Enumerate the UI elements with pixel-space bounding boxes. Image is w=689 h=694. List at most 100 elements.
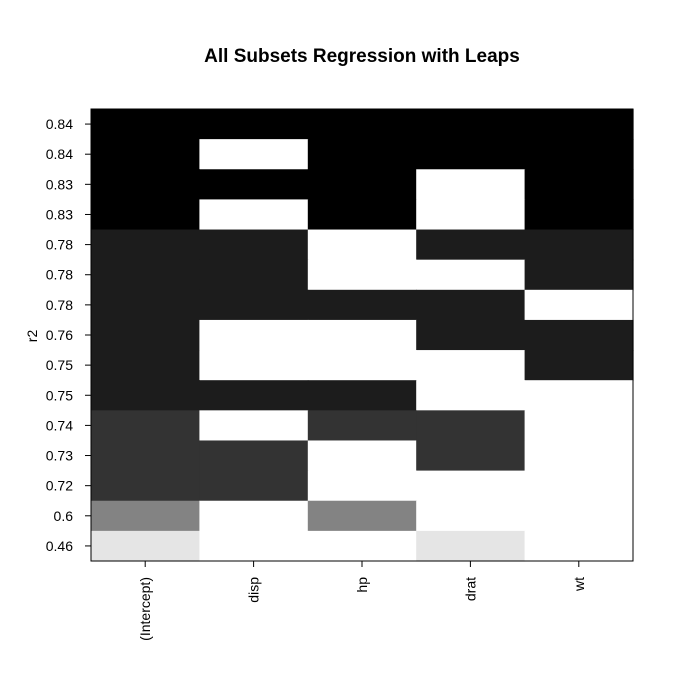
y-tick-label: 0.75 bbox=[46, 357, 73, 373]
y-tick-label: 0.73 bbox=[46, 448, 73, 464]
heatmap-cell-r6-disp bbox=[199, 289, 309, 321]
y-tick-label: 0.83 bbox=[46, 206, 73, 222]
heatmap-cell-r9-disp bbox=[199, 380, 309, 411]
heatmap-cell-r14-disp bbox=[199, 530, 309, 562]
heatmap-cell-r8-drat bbox=[416, 350, 526, 381]
heatmap-cell-r3-intercept bbox=[91, 199, 200, 231]
heatmap-cell-r6-intercept bbox=[91, 289, 200, 321]
heatmap-cell-r11-drat bbox=[416, 440, 526, 472]
heatmap-cell-r12-drat bbox=[416, 470, 526, 502]
heatmap-cell-r9-wt bbox=[524, 380, 634, 411]
heatmap-cell-r2-drat bbox=[416, 169, 526, 200]
heatmap-cell-r13-drat bbox=[416, 500, 526, 532]
chart-title: All Subsets Regression with Leaps bbox=[204, 46, 520, 67]
heatmap-cell-r13-disp bbox=[199, 500, 309, 532]
heatmap-cell-r0-drat bbox=[416, 109, 526, 140]
y-tick-label: 0.6 bbox=[54, 508, 74, 524]
heatmap-cell-r3-disp bbox=[199, 199, 309, 231]
heatmap-cell-r1-disp bbox=[199, 139, 309, 170]
heatmap-cell-r0-intercept bbox=[91, 109, 200, 140]
heatmap-cell-r10-hp bbox=[307, 410, 417, 442]
y-tick-label: 0.78 bbox=[46, 267, 73, 283]
heatmap-cell-r4-intercept bbox=[91, 229, 200, 261]
heatmap-cell-r1-hp bbox=[307, 139, 417, 170]
heatmap-cell-r11-intercept bbox=[91, 440, 200, 472]
heatmap-cell-r5-drat bbox=[416, 259, 526, 291]
heatmap-cell-r5-wt bbox=[524, 259, 634, 291]
heatmap-cell-r8-intercept bbox=[91, 350, 200, 381]
y-tick-label: 0.72 bbox=[46, 478, 73, 494]
heatmap-cell-r12-intercept bbox=[91, 470, 200, 502]
y-tick-label: 0.83 bbox=[46, 176, 73, 192]
x-tick-label: disp bbox=[246, 577, 262, 603]
y-tick-label: 0.84 bbox=[46, 116, 73, 132]
x-tick-label: wt bbox=[571, 577, 587, 592]
y-tick-label: 0.75 bbox=[46, 387, 73, 403]
y-tick-label: 0.46 bbox=[46, 538, 73, 554]
heatmap-cell-r10-intercept bbox=[91, 410, 200, 442]
heatmap-cell-r14-hp bbox=[307, 530, 417, 562]
heatmap-cell-r3-drat bbox=[416, 199, 526, 231]
heatmap-cell-r4-hp bbox=[307, 229, 417, 261]
x-tick-label: hp bbox=[354, 577, 370, 593]
heatmap-cell-r12-disp bbox=[199, 470, 309, 502]
heatmap-cell-r10-drat bbox=[416, 410, 526, 442]
heatmap-cell-r6-drat bbox=[416, 289, 526, 321]
heatmap-cell-r10-disp bbox=[199, 410, 309, 442]
heatmap-cell-r5-intercept bbox=[91, 259, 200, 291]
heatmap-cells bbox=[91, 109, 634, 562]
heatmap-cell-r5-hp bbox=[307, 259, 417, 291]
y-tick-label: 0.78 bbox=[46, 237, 73, 253]
heatmap-cell-r11-wt bbox=[524, 440, 634, 472]
heatmap-cell-r13-wt bbox=[524, 500, 634, 532]
heatmap-cell-r14-drat bbox=[416, 530, 526, 562]
heatmap-cell-r7-drat bbox=[416, 319, 526, 351]
heatmap-cell-r9-intercept bbox=[91, 380, 200, 411]
heatmap-cell-r7-disp bbox=[199, 319, 309, 351]
heatmap-cell-r13-intercept bbox=[91, 500, 200, 532]
y-axis-title: r2 bbox=[24, 330, 40, 343]
y-tick-label: 0.74 bbox=[46, 417, 73, 433]
heatmap-cell-r14-intercept bbox=[91, 530, 200, 562]
x-tick-label: (Intercept) bbox=[137, 577, 153, 641]
heatmap-cell-r0-wt bbox=[524, 109, 634, 140]
y-axis: 0.84 0.84 0.83 0.83 0.78 0.78 0.78 0.76 0.75 0.75… bbox=[46, 116, 91, 554]
x-axis: (Intercept) disp hp drat wt bbox=[137, 561, 587, 641]
heatmap-cell-r3-hp bbox=[307, 199, 417, 231]
heatmap-cell-r0-disp bbox=[199, 109, 309, 140]
heatmap-cell-r7-intercept bbox=[91, 319, 200, 351]
heatmap-cell-r2-disp bbox=[199, 169, 309, 200]
heatmap-cell-r11-hp bbox=[307, 440, 417, 472]
heatmap-cell-r8-wt bbox=[524, 350, 634, 381]
heatmap-cell-r12-hp bbox=[307, 470, 417, 502]
heatmap-cell-r3-wt bbox=[524, 199, 634, 231]
heatmap-cell-r2-intercept bbox=[91, 169, 200, 200]
heatmap-cell-r7-hp bbox=[307, 319, 417, 351]
heatmap-cell-r1-wt bbox=[524, 139, 634, 170]
heatmap-cell-r5-disp bbox=[199, 259, 309, 291]
heatmap-cell-r9-drat bbox=[416, 380, 526, 411]
y-tick-label: 0.78 bbox=[46, 297, 73, 313]
heatmap-cell-r14-wt bbox=[524, 530, 634, 562]
heatmap-cell-r4-wt bbox=[524, 229, 634, 261]
heatmap-cell-r8-hp bbox=[307, 350, 417, 381]
heatmap-cell-r2-wt bbox=[524, 169, 634, 200]
heatmap-cell-r6-hp bbox=[307, 289, 417, 321]
heatmap-cell-r6-wt bbox=[524, 289, 634, 321]
x-tick-label: drat bbox=[462, 577, 478, 601]
heatmap-cell-r10-wt bbox=[524, 410, 634, 442]
heatmap-cell-r12-wt bbox=[524, 470, 634, 502]
heatmap-cell-r7-wt bbox=[524, 319, 634, 351]
heatmap-cell-r13-hp bbox=[307, 500, 417, 532]
heatmap-cell-r1-intercept bbox=[91, 139, 200, 170]
heatmap-cell-r2-hp bbox=[307, 169, 417, 200]
heatmap-cell-r9-hp bbox=[307, 380, 417, 411]
heatmap-cell-r8-disp bbox=[199, 350, 309, 381]
heatmap-cell-r1-drat bbox=[416, 139, 526, 170]
heatmap-cell-r4-disp bbox=[199, 229, 309, 261]
heatmap-cell-r4-drat bbox=[416, 229, 526, 261]
heatmap-cell-r0-hp bbox=[307, 109, 417, 140]
y-tick-label: 0.84 bbox=[46, 146, 73, 162]
y-tick-label: 0.76 bbox=[46, 327, 73, 343]
